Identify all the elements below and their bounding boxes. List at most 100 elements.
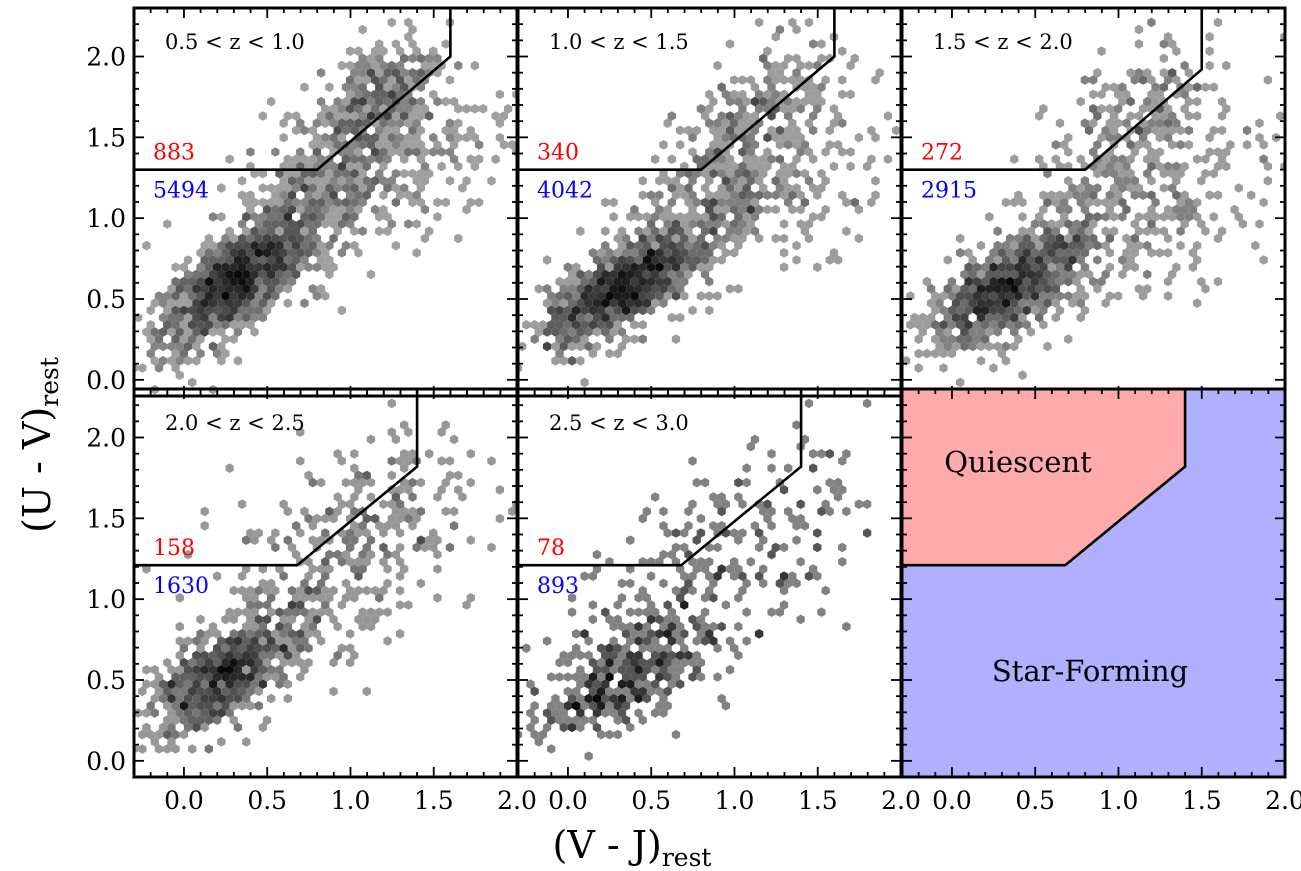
hexbin-cell (1060, 240, 1069, 251)
hexbin-cell (617, 578, 627, 589)
panel-body (902, 8, 1285, 388)
hexbin-cell (1039, 248, 1048, 258)
hexbin-cell (746, 147, 755, 157)
hexbin-cell (171, 715, 180, 725)
hexbin-cell (651, 240, 660, 251)
hexbin-cell (763, 75, 772, 85)
hexbin-cell (671, 248, 681, 258)
hexbin-cell (717, 183, 726, 193)
hexbin-cell (167, 665, 176, 675)
hexbin-cell (655, 291, 664, 301)
hexbin-cell (246, 262, 255, 272)
hexbin-cell (225, 679, 234, 689)
hexbin-cell (1001, 312, 1011, 323)
hexbin-cell (638, 715, 647, 725)
hexbin-cell (972, 334, 981, 344)
hexbin-cell (1155, 118, 1164, 128)
hexbin-cell (947, 276, 956, 287)
hexbin-cell (346, 528, 355, 538)
hexbin-cell (1114, 104, 1123, 114)
hexbin-cell (493, 679, 501, 689)
hexbin-cell (458, 183, 467, 193)
hexbin-cell (667, 679, 676, 689)
hexbin-cell (258, 269, 267, 280)
hexbin-cell (638, 248, 647, 258)
hexbin-cell (325, 549, 334, 560)
hexbin-cell (1043, 269, 1052, 280)
hexbin-cell (487, 542, 496, 553)
hexbin-cell (154, 672, 164, 682)
hexbin-cell (1097, 89, 1106, 100)
hexbin-cell (188, 276, 197, 287)
hexbin-cell (956, 334, 965, 344)
hexbin-cell (725, 197, 735, 208)
hexbin-cell (518, 341, 527, 352)
hexbin-cell (192, 636, 201, 646)
hexbin-cell (167, 693, 176, 704)
hexbin-cell (597, 276, 606, 287)
hexbin-cell (279, 176, 288, 186)
hexbin-cell (445, 147, 455, 157)
hexbin-cell (296, 176, 305, 186)
hexbin-cell (576, 693, 585, 704)
hexbin-cell (1151, 154, 1160, 164)
hexbin-cell (354, 75, 363, 85)
hexbin-cell (391, 168, 400, 179)
hexbin-cell (989, 276, 998, 287)
hexbin-cell (621, 276, 631, 287)
hexbin-cell (721, 176, 730, 186)
hexbin-cell (300, 125, 309, 136)
hexbin-cell (671, 291, 681, 301)
hexbin-cell (597, 643, 606, 653)
hexbin-cell (705, 629, 714, 639)
hexbin-cell (734, 593, 743, 603)
hexbin-cell (734, 197, 743, 208)
hexbin-cell (572, 276, 581, 287)
hexbin-cell (275, 226, 284, 236)
hexbin-cell (217, 284, 226, 294)
hexbin-cell (158, 722, 168, 733)
hexbin-cell (680, 542, 689, 553)
hexbin-cell (659, 298, 668, 308)
hexbin-cell (229, 672, 238, 682)
hexbin-cell (287, 219, 297, 229)
hexbin-cell (989, 248, 998, 258)
hexbin-cell (1172, 46, 1181, 56)
hexbin-cell (237, 248, 247, 258)
hexbin-cell (1155, 248, 1164, 258)
hexbin-cell (838, 46, 847, 56)
hexbin-cell (420, 60, 430, 71)
hexbin-cell (730, 528, 739, 538)
hexbin-cell (754, 104, 764, 114)
hexbin-cell (800, 140, 809, 150)
hexbin-cell (217, 737, 226, 747)
hexbin-cell (592, 564, 602, 574)
hexbin-cell (667, 665, 676, 675)
hexbin-cell (346, 657, 355, 668)
hexbin-cell (242, 593, 251, 603)
hexbin-cell (1263, 161, 1272, 172)
hexbin-cell (763, 46, 772, 56)
hexbin-cell (1001, 284, 1011, 294)
hexbin-cell (981, 334, 990, 344)
hexbin-cell (676, 255, 685, 265)
x-tick-label: 1.0 (1099, 786, 1139, 815)
hexbin-cell (850, 53, 859, 64)
hexbin-cell (667, 197, 676, 208)
hexbin-cell (420, 204, 430, 215)
hexbin-cell (1080, 291, 1090, 301)
hexbin-cell (404, 75, 413, 85)
hexbin-cell (1222, 147, 1231, 157)
hexbin-cell (329, 219, 338, 229)
hexbin-cell (738, 528, 747, 538)
hexbin-cell (308, 140, 317, 150)
hexbin-cell (563, 291, 572, 301)
hexbin-cell (796, 499, 805, 509)
hexbin-cell (312, 248, 322, 258)
hexbin-cell (779, 161, 789, 172)
hexbin-cell (931, 291, 940, 301)
hexbin-cell (287, 262, 297, 272)
hexbin-cell (750, 168, 760, 179)
hexbin-cell (559, 327, 568, 337)
